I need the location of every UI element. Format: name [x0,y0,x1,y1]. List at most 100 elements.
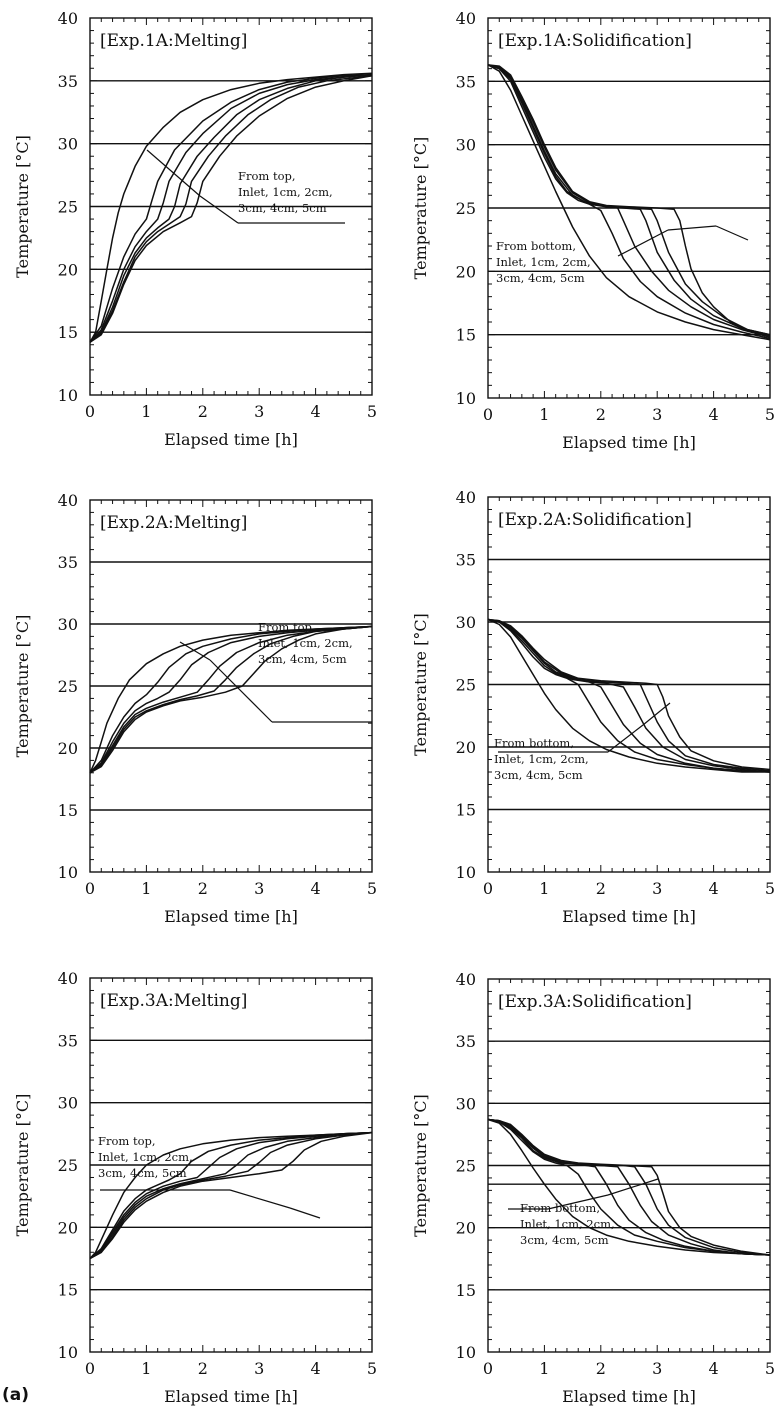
y-tick-label: 25 [456,676,476,695]
series-line-3 [487,618,771,773]
y-axis-label: Temperature [°C] [13,1094,32,1237]
series-line-5 [89,75,373,343]
y-tick-label: 40 [58,969,78,988]
annotation-leader [179,641,211,661]
x-tick-label: 2 [198,879,208,898]
annotation-leader [607,1178,659,1196]
panel-title: [Exp.2A:Melting] [100,513,247,533]
series-line-6 [89,625,373,774]
x-axis-label: Elapsed time [h] [164,430,298,449]
y-tick-label: 40 [58,9,78,28]
y-tick-label: 25 [58,1156,78,1175]
y-tick-label: 10 [456,1343,476,1362]
y-tick-label: 25 [456,1157,476,1176]
annotation-text: Inlet, 1cm, 2cm, [238,185,333,199]
y-tick-label: 30 [456,136,476,155]
x-tick-label: 5 [765,405,775,424]
series-line-4 [487,64,771,337]
x-tick-label: 2 [198,1359,208,1378]
x-tick-label: 1 [539,879,549,898]
y-tick-label: 10 [456,389,476,408]
panel-4: 0 1 2 3 4 5 10 15 20 25 30 35 40 Elapsed time [h] Temp… [411,488,775,926]
annotation-leader [289,1207,321,1219]
x-tick-label: 2 [596,405,606,424]
y-tick-label: 15 [456,1281,476,1300]
y-tick-label: 35 [58,72,78,91]
series-line-2 [89,1131,373,1260]
annotation-text: From top, [258,620,316,634]
annotation-text: Inlet, 1cm, 2cm, [494,752,589,766]
y-axis-label: Temperature [°C] [13,615,32,758]
panel-3: 0 1 2 3 4 5 10 15 20 25 30 35 40 Elapsed time [h] Temp… [13,491,377,926]
y-tick-label: 25 [456,199,476,218]
annotation-text: From bottom, [494,736,574,750]
x-tick-label: 0 [85,879,95,898]
y-tick-label: 15 [58,323,78,342]
x-tick-label: 5 [765,879,775,898]
y-tick-label: 15 [456,326,476,345]
x-tick-label: 3 [652,405,662,424]
y-tick-label: 40 [456,488,476,507]
series-line-5 [89,625,373,774]
x-axis-label: Elapsed time [h] [562,907,696,926]
panel-title: [Exp.1A:Solidification] [498,31,692,51]
x-tick-label: 3 [254,879,264,898]
annotation-text: From bottom, [520,1201,600,1215]
annotation-text: 3cm, 4cm, 5cm [520,1233,609,1247]
series-line-4 [89,625,373,774]
annotation-leader [642,702,671,726]
x-tick-label: 0 [483,879,493,898]
figure-label: (a) [2,1385,29,1405]
series-line-5 [89,1131,373,1260]
x-tick-label: 0 [483,1359,493,1378]
series-line-1 [487,1118,771,1256]
y-tick-label: 10 [58,386,78,405]
series-line-5 [487,618,771,772]
y-tick-label: 20 [58,1218,78,1237]
y-tick-label: 40 [58,491,78,510]
annotation-leader [617,229,669,257]
series-line-4 [89,73,373,343]
x-axis-label: Elapsed time [h] [562,433,696,452]
series-line-2 [89,625,373,774]
y-tick-label: 20 [58,739,78,758]
panel-title: [Exp.3A:Solidification] [498,992,692,1012]
panel-1: 0 1 2 3 4 5 10 15 20 25 30 35 40 Elapsed time [h] Temp… [13,9,377,449]
x-tick-label: 5 [367,1359,377,1378]
y-tick-label: 35 [456,72,476,91]
y-axis-label: Temperature [°C] [411,1094,430,1237]
y-tick-label: 30 [58,615,78,634]
series-line-3 [487,1118,771,1256]
annotation-text: 3cm, 4cm, 5cm [98,1166,187,1180]
y-tick-label: 10 [58,863,78,882]
x-tick-label: 0 [483,405,493,424]
y-tick-label: 20 [456,738,476,757]
annotation-text: From top, [98,1134,156,1148]
panel-title: [Exp.2A:Solidification] [498,510,692,530]
annotation-text: 3cm, 4cm, 5cm [238,201,327,215]
annotation-text: 3cm, 4cm, 5cm [494,768,583,782]
x-tick-label: 4 [709,879,719,898]
y-tick-label: 30 [58,1094,78,1113]
series-line-1 [89,72,373,343]
series-line-3 [89,625,373,774]
y-tick-label: 35 [456,1032,476,1051]
annotation-leader [146,149,201,197]
y-tick-label: 15 [58,1281,78,1300]
panel-title: [Exp.1A:Melting] [100,31,247,51]
x-tick-label: 5 [367,879,377,898]
x-tick-label: 4 [709,1359,719,1378]
panel-5: 0 1 2 3 4 5 10 15 20 25 30 35 40 Elapsed time [h] Temp… [13,969,377,1406]
x-tick-label: 3 [652,1359,662,1378]
annotation-text: Inlet, 1cm, 2cm, [98,1150,193,1164]
annotation-text: 3cm, 4cm, 5cm [258,652,347,666]
series-line-3 [89,1131,373,1260]
series-line-3 [89,73,373,343]
x-axis-label: Elapsed time [h] [562,1387,696,1406]
x-tick-label: 4 [311,879,321,898]
y-tick-label: 35 [58,1031,78,1050]
annotation-text: Inlet, 1cm, 2cm, [520,1217,615,1231]
y-tick-label: 10 [58,1343,78,1362]
x-tick-label: 1 [141,1359,151,1378]
y-tick-label: 30 [456,613,476,632]
